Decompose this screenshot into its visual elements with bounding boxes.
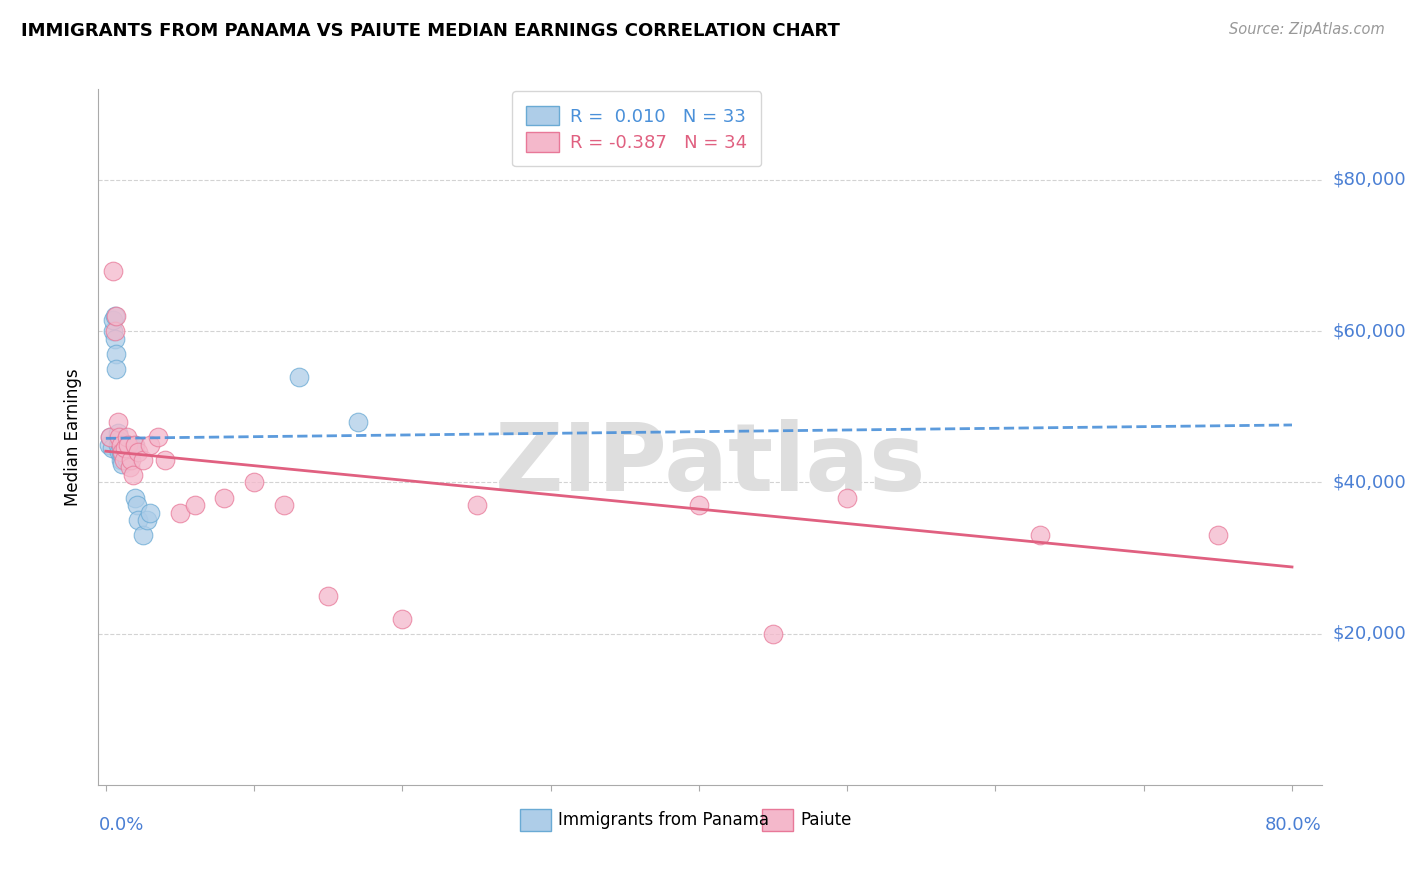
Point	[136, 513, 159, 527]
Point	[139, 437, 162, 451]
Point	[105, 362, 128, 376]
Point	[111, 457, 134, 471]
Point	[127, 513, 149, 527]
Point	[120, 445, 142, 459]
Point	[110, 437, 132, 451]
Point	[108, 445, 131, 459]
Point	[98, 430, 121, 444]
Text: IMMIGRANTS FROM PANAMA VS PAIUTE MEDIAN EARNINGS CORRELATION CHART: IMMIGRANTS FROM PANAMA VS PAIUTE MEDIAN …	[21, 22, 839, 40]
Point	[153, 452, 176, 467]
Text: 0.0%: 0.0%	[98, 816, 143, 834]
Point	[110, 452, 132, 467]
Point	[184, 498, 207, 512]
Point	[762, 626, 785, 640]
Point	[108, 434, 131, 448]
Point	[121, 442, 143, 456]
Point	[117, 437, 139, 451]
Point	[107, 415, 129, 429]
Point	[120, 452, 142, 467]
Point	[347, 415, 370, 429]
Point	[214, 491, 236, 505]
Text: $60,000: $60,000	[1333, 322, 1406, 340]
Point	[1029, 528, 1052, 542]
Point	[112, 452, 135, 467]
Text: 80.0%: 80.0%	[1265, 816, 1322, 834]
Point	[273, 498, 295, 512]
Point	[100, 442, 122, 456]
Point	[107, 426, 129, 441]
Point	[122, 437, 145, 451]
Point	[110, 445, 132, 459]
Point	[105, 309, 128, 323]
Point	[132, 452, 155, 467]
Point	[103, 324, 125, 338]
Point	[114, 445, 136, 459]
Point	[111, 449, 134, 463]
Point	[115, 430, 138, 444]
Text: Immigrants from Panama: Immigrants from Panama	[558, 811, 769, 830]
Point	[316, 589, 339, 603]
Point	[111, 445, 134, 459]
Point	[1206, 528, 1229, 542]
Point	[127, 445, 149, 459]
Point	[132, 528, 155, 542]
Point	[105, 347, 128, 361]
Point	[97, 437, 120, 451]
Text: $20,000: $20,000	[1333, 624, 1406, 643]
Point	[115, 452, 138, 467]
Point	[169, 506, 191, 520]
Text: $80,000: $80,000	[1333, 171, 1406, 189]
Point	[688, 498, 710, 512]
Text: Paiute: Paiute	[800, 811, 852, 830]
Point	[104, 332, 127, 346]
Text: ZIPatlas: ZIPatlas	[495, 419, 925, 511]
Point	[112, 437, 135, 451]
Point	[121, 467, 143, 482]
Point	[391, 611, 413, 625]
Point	[243, 475, 266, 490]
Point	[287, 369, 309, 384]
Y-axis label: Median Earnings: Median Earnings	[65, 368, 83, 506]
Point	[104, 309, 127, 323]
Legend: R =  0.010   N = 33, R = -0.387   N = 34: R = 0.010 N = 33, R = -0.387 N = 34	[512, 91, 761, 166]
Point	[118, 460, 141, 475]
Point	[114, 442, 136, 456]
Point	[103, 313, 125, 327]
Point	[118, 449, 141, 463]
Point	[837, 491, 859, 505]
Point	[139, 506, 162, 520]
Point	[104, 324, 127, 338]
Point	[124, 491, 146, 505]
Point	[108, 430, 131, 444]
Point	[465, 498, 488, 512]
Point	[125, 498, 148, 512]
Point	[146, 430, 169, 444]
Text: $40,000: $40,000	[1333, 474, 1406, 491]
Point	[98, 430, 121, 444]
Point	[103, 263, 125, 277]
Point	[107, 437, 129, 451]
Text: Source: ZipAtlas.com: Source: ZipAtlas.com	[1229, 22, 1385, 37]
Point	[124, 437, 146, 451]
Point	[117, 437, 139, 451]
